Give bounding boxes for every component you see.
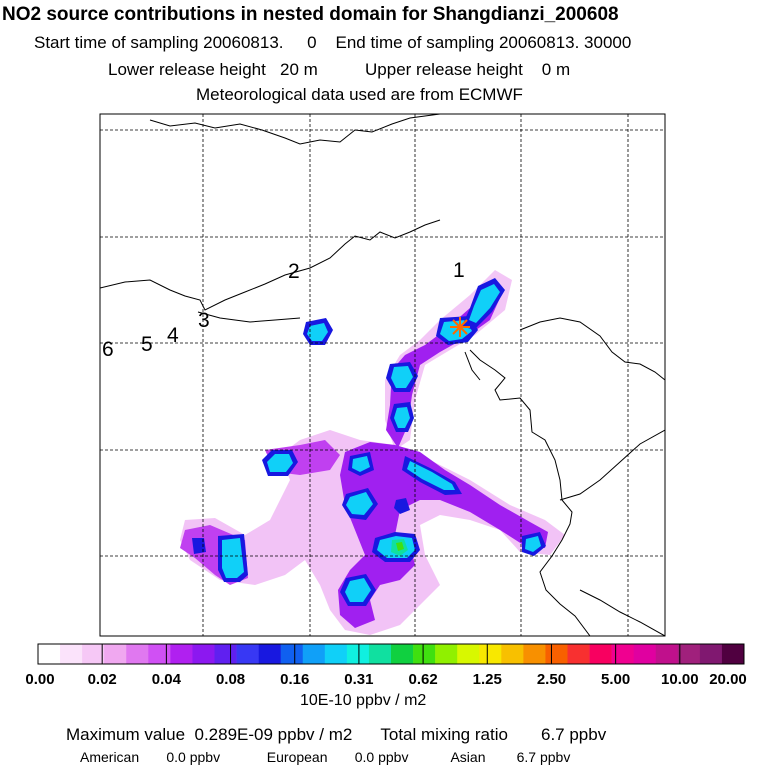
contour-label: 3 — [198, 309, 210, 332]
start-value: 20060813. 0 — [203, 33, 317, 52]
colorbar-swatch — [501, 644, 524, 664]
meteorological-note: Meteorological data used are from ECMWF — [196, 85, 523, 104]
colorbar-swatch — [589, 644, 612, 664]
colorbar — [38, 644, 745, 664]
plume-cell — [394, 498, 410, 514]
plume-cell — [396, 542, 404, 551]
plume-cell — [394, 407, 410, 428]
colorbar-swatch — [567, 644, 590, 664]
region-breakdown: American 0.0 ppbv European 0.0 ppbv Asia… — [80, 749, 570, 765]
latlon-grid — [100, 114, 665, 636]
plume-cell — [192, 538, 206, 554]
sampling-time-line: Start time of sampling 20060813. 0 End t… — [34, 33, 631, 53]
colorbar-swatch — [60, 644, 83, 664]
colorbar-swatch — [148, 644, 171, 664]
map-content — [100, 114, 665, 636]
colorbar-swatch — [391, 644, 414, 664]
colorbar-tick-label: 10.00 — [661, 671, 699, 688]
colorbar-swatch — [192, 644, 215, 664]
colorbar-swatch — [236, 644, 259, 664]
colorbar-swatch — [82, 644, 105, 664]
colorbar-swatch — [302, 644, 326, 664]
colorbar-tick-label: 0.62 — [408, 671, 437, 688]
colorbar-swatch — [611, 644, 634, 664]
contour-label: 2 — [288, 260, 300, 283]
plume-cell — [345, 578, 371, 602]
plume-cell — [352, 456, 370, 472]
colorbar-swatch — [721, 644, 745, 664]
colorbar-tick-label: 2.50 — [537, 671, 566, 688]
american-label: American — [80, 749, 140, 765]
colorbar-swatch — [280, 644, 304, 664]
plume-core — [338, 442, 548, 628]
max-label: Maximum value — [66, 725, 186, 744]
colorbar-swatch — [633, 644, 657, 664]
lower-label: Lower release height — [108, 60, 266, 79]
colorbar-swatch — [545, 644, 568, 664]
colorbar-swatch — [346, 644, 370, 664]
lower-value: 20 m — [280, 60, 318, 79]
colorbar-tick-label: 0.04 — [152, 671, 182, 688]
total-value: 6.7 ppbv — [541, 725, 607, 744]
colorbar-swatch — [368, 644, 392, 664]
station-star — [450, 317, 470, 337]
european-label: European — [266, 749, 328, 765]
total-label: Total mixing ratio — [380, 725, 508, 744]
colorbar-tick-label: 0.02 — [88, 671, 117, 688]
colorbar-tick-label: 1.25 — [473, 671, 502, 688]
max-total-line: Maximum value 0.289E-09 ppbv / m2 Total … — [66, 725, 606, 745]
plot-title: NO2 source contributions in nested domai… — [2, 4, 619, 25]
contour-label: 5 — [141, 333, 153, 356]
colorbar-swatch — [523, 644, 546, 664]
plume-cell — [469, 284, 500, 323]
plume-cell — [222, 538, 244, 578]
european-value: 0.0 ppbv — [354, 749, 409, 765]
colorbar-swatch — [104, 644, 127, 664]
plume-cell — [267, 454, 293, 472]
colorbar-unit: 10E-10 ppbv / m2 — [300, 692, 427, 709]
max-value: 0.289E-09 ppbv / m2 — [194, 725, 353, 744]
colorbar-swatch — [126, 644, 149, 664]
end-value: 20060813. 30000 — [498, 33, 632, 52]
colorbar-swatch — [38, 644, 61, 664]
end-label: End time of sampling — [335, 33, 495, 52]
upper-value: 0 m — [541, 60, 571, 79]
colorbar-tick-label: 20.00 — [709, 671, 747, 688]
colorbar-tick-label: 0.08 — [216, 671, 245, 688]
colorbar-tick-label: 0.31 — [344, 671, 373, 688]
colorbar-tick-label: 0.16 — [280, 671, 309, 688]
plume-cell — [391, 366, 413, 388]
contour-label: 6 — [102, 338, 114, 361]
colorbar-swatch — [324, 644, 348, 664]
colorbar-swatch — [699, 644, 723, 664]
colorbar-swatch — [479, 644, 502, 664]
colorbar-tick-label: 0.00 — [25, 671, 54, 688]
colorbar-swatch — [655, 644, 679, 664]
colorbar-tick-label: 5.00 — [601, 671, 630, 688]
plume-cell — [407, 461, 455, 490]
colorbar-swatch — [457, 644, 480, 664]
american-value: 0.0 ppbv — [166, 749, 221, 765]
colorbar-ticks: 0.00 0.02 0.04 0.08 0.16 0.31 0.62 1.25 2.50 5.00… — [25, 644, 747, 688]
asian-label: Asian — [450, 749, 486, 765]
upper-label: Upper release height — [365, 60, 523, 79]
release-height-line: Lower release height 20 m Upper release … — [108, 60, 570, 80]
colorbar-swatch — [258, 644, 281, 664]
colorbar-swatch — [214, 644, 237, 664]
contour-label: 4 — [167, 324, 179, 347]
colorbar-swatch — [435, 644, 458, 664]
colorbar-swatch — [170, 644, 193, 664]
plume-cell — [525, 536, 541, 552]
contour-label: 1 — [453, 259, 465, 282]
plume-cell — [346, 492, 373, 515]
coastline-borders — [100, 114, 665, 636]
contour-labels: 1 2 3 4 5 6 — [102, 259, 465, 361]
colorbar-swatch — [677, 644, 701, 664]
colorbar-swatch — [413, 644, 436, 664]
plume-cell — [307, 323, 328, 341]
asian-value: 6.7 ppbv — [516, 749, 571, 765]
concentration-field — [180, 270, 565, 635]
start-label: Start time of sampling — [34, 33, 199, 52]
